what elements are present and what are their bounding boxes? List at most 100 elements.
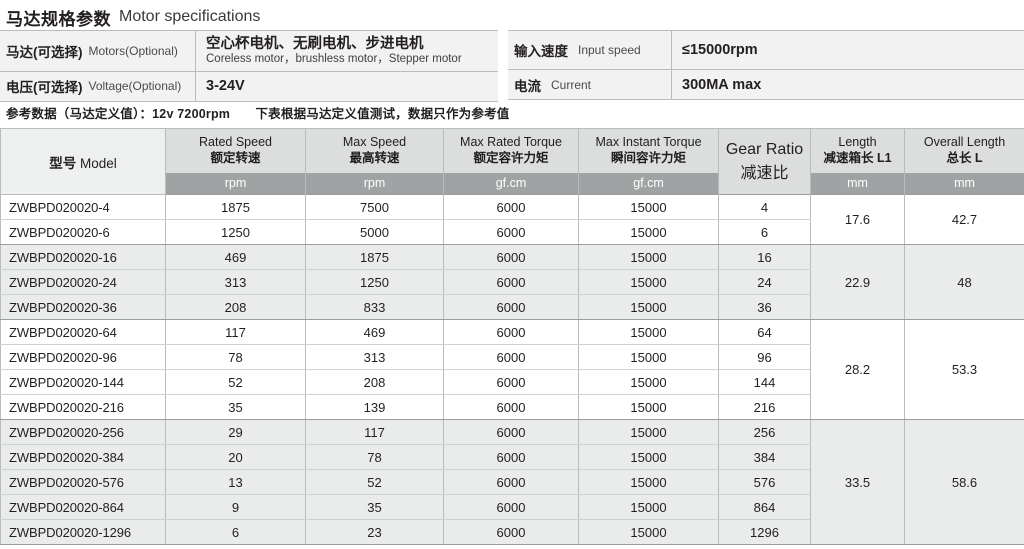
page-title-cn: 马达规格参数 <box>6 9 111 29</box>
column-unit-max-instant-torque: gf.cm <box>578 172 719 195</box>
table-row: ZWBPD020020-144 52 208 6000 15000 144 <box>0 369 1024 395</box>
cell-max-instant-torque: 15000 <box>578 494 719 520</box>
cell-rated-speed: 117 <box>165 319 306 345</box>
table-header-row-titles: 型号 Model Rated Speed 额定转速 Max Speed 最高转速… <box>0 128 1024 195</box>
cell-model: ZWBPD020020-36 <box>0 294 166 320</box>
column-header-max-instant-torque-en: Max Instant Torque <box>595 135 702 150</box>
cell-max-speed: 35 <box>305 494 444 520</box>
cell-max-instant-torque: 15000 <box>578 269 719 295</box>
cell-max-rated-torque: 6000 <box>443 494 579 520</box>
column-header-rated-speed-cn: 额定转速 <box>210 150 261 165</box>
column-unit-max-rated-torque: gf.cm <box>443 172 579 195</box>
cell-rated-speed: 313 <box>165 269 306 295</box>
cell-max-rated-torque: 6000 <box>443 194 579 220</box>
column-header-model: 型号 Model <box>0 128 166 195</box>
spec-value-current: 300MA max <box>672 70 1024 99</box>
cell-max-speed: 833 <box>305 294 444 320</box>
column-unit-max-speed: rpm <box>305 172 444 195</box>
spec-label-motors: 马达(可选择) Motors(Optional) <box>0 31 196 71</box>
spec-label-input-speed-en: Input speed <box>578 43 641 57</box>
spec-row-current: 电流 Current 300MA max <box>508 69 1024 100</box>
cell-max-rated-torque: 6000 <box>443 219 579 245</box>
column-header-max-rated-torque-cn: 额定容许力矩 <box>473 150 549 165</box>
cell-max-speed: 139 <box>305 394 444 420</box>
spec-value-motors-cn: 空心杯电机、无刷电机、步进电机 <box>206 36 424 52</box>
cell-max-rated-torque: 6000 <box>443 269 579 295</box>
table-row: ZWBPD020020-384 20 78 6000 15000 384 <box>0 444 1024 470</box>
spec-label-voltage: 电压(可选择) Voltage(Optional) <box>0 71 196 101</box>
reference-data-note-part1: 参考数据（马达定义值）：12v 7200rpm <box>6 107 231 121</box>
cell-gear-ratio: 384 <box>718 444 811 470</box>
cell-gear-ratio: 576 <box>718 469 811 495</box>
cell-max-instant-torque: 15000 <box>578 444 719 470</box>
cell-max-instant-torque: 15000 <box>578 294 719 320</box>
spec-label-motors-cn: 马达(可选择) <box>6 44 83 60</box>
column-unit-rated-speed: rpm <box>165 172 306 195</box>
cell-model: ZWBPD020020-256 <box>0 419 166 445</box>
column-header-overall-length: Overall Length 总长 L <box>904 128 1024 173</box>
table-row: ZWBPD020020-16 469 1875 6000 15000 16 22.9 48 <box>0 244 1024 320</box>
column-header-max-instant-torque-cn: 瞬间容许力矩 <box>610 150 686 165</box>
column-header-max-rated-torque-en: Max Rated Torque <box>460 135 562 150</box>
cell-max-speed: 5000 <box>305 219 444 245</box>
cell-model: ZWBPD020020-96 <box>0 344 166 370</box>
cell-max-rated-torque: 6000 <box>443 244 579 270</box>
cell-rated-speed: 208 <box>165 294 306 320</box>
spec-label-current: 电流 Current <box>508 70 672 99</box>
column-header-max-instant-torque: Max Instant Torque 瞬间容许力矩 <box>578 128 719 173</box>
reference-data-note: 参考数据（马达定义值）：12v 7200rpm 下表根据马达定义值测试，数据只作… <box>6 103 510 122</box>
spec-value-motors: 空心杯电机、无刷电机、步进电机 Coreless motor，brushless… <box>196 31 498 71</box>
table-header-row-units: rpm rpm gf.cm gf.cm mm mm <box>1 172 1024 195</box>
spec-value-motors-en: Coreless motor，brushless motor，Stepper m… <box>206 53 462 66</box>
cell-rated-speed: 1250 <box>165 219 306 245</box>
cell-max-speed: 208 <box>305 369 444 395</box>
cell-max-rated-torque: 6000 <box>443 444 579 470</box>
cell-gear-ratio: 6 <box>718 219 811 245</box>
cell-max-instant-torque: 15000 <box>578 344 719 370</box>
cell-length-l1: 17.6 <box>810 194 905 245</box>
column-header-max-speed-en: Max Speed <box>342 135 407 150</box>
table-header: 型号 Model Rated Speed 额定转速 Max Speed 最高转速… <box>0 128 1024 195</box>
cell-rated-speed: 6 <box>165 519 306 545</box>
table-row: ZWBPD020020-864 9 35 6000 15000 864 <box>0 494 1024 520</box>
cell-max-rated-torque: 6000 <box>443 394 579 420</box>
cell-overall-length: 48 <box>904 244 1024 320</box>
cell-gear-ratio: 144 <box>718 369 811 395</box>
cell-max-speed: 23 <box>305 519 444 545</box>
column-header-rated-speed: Rated Speed 额定转速 <box>165 128 306 173</box>
cell-max-speed: 1875 <box>305 244 444 270</box>
cell-model: ZWBPD020020-216 <box>0 394 166 420</box>
spec-value-voltage: 3-24V <box>196 71 498 101</box>
column-header-rated-speed-en: Rated Speed <box>199 135 272 150</box>
cell-gear-ratio: 24 <box>718 269 811 295</box>
table-row: ZWBPD020020-1296 6 23 6000 15000 1296 <box>0 519 1024 545</box>
cell-model: ZWBPD020020-4 <box>0 194 166 220</box>
cell-rated-speed: 9 <box>165 494 306 520</box>
spec-row-voltage: 电压(可选择) Voltage(Optional) 3-24V <box>0 70 498 102</box>
column-header-gear-ratio-en: Gear Ratio <box>725 140 804 158</box>
cell-max-rated-torque: 6000 <box>443 319 579 345</box>
spec-label-input-speed-cn: 输入速度 <box>514 44 568 59</box>
cell-model: ZWBPD020020-16 <box>0 244 166 270</box>
cell-max-rated-torque: 6000 <box>443 369 579 395</box>
cell-rated-speed: 78 <box>165 344 306 370</box>
cell-max-rated-torque: 6000 <box>443 469 579 495</box>
table-row: ZWBPD020020-96 78 313 6000 15000 96 <box>0 344 1024 370</box>
cell-max-rated-torque: 6000 <box>443 344 579 370</box>
table-row: ZWBPD020020-36 208 833 6000 15000 36 <box>0 294 1024 320</box>
page-title: 马达规格参数 Motor specifications <box>0 4 1024 30</box>
table-row: ZWBPD020020-216 35 139 6000 15000 216 <box>0 394 1024 420</box>
cell-model: ZWBPD020020-1296 <box>0 519 166 545</box>
column-header-gear-ratio-cn: 减速比 <box>740 164 789 182</box>
cell-max-instant-torque: 15000 <box>578 219 719 245</box>
cell-overall-length: 53.3 <box>904 319 1024 420</box>
cell-rated-speed: 1875 <box>165 194 306 220</box>
cell-length-l1: 33.5 <box>810 419 905 545</box>
column-header-length-l1-cn: 减速箱长 L1 <box>823 150 892 165</box>
cell-max-instant-torque: 15000 <box>578 394 719 420</box>
cell-max-speed: 7500 <box>305 194 444 220</box>
column-header-gear-ratio: Gear Ratio 减速比 <box>718 128 811 195</box>
cell-model: ZWBPD020020-384 <box>0 444 166 470</box>
spec-row-motors: 马达(可选择) Motors(Optional) 空心杯电机、无刷电机、步进电机… <box>0 30 498 71</box>
